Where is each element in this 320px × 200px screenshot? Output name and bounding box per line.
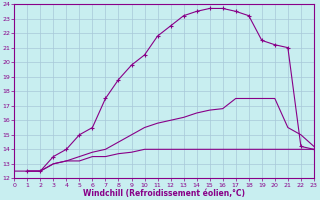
X-axis label: Windchill (Refroidissement éolien,°C): Windchill (Refroidissement éolien,°C) [83, 189, 245, 198]
